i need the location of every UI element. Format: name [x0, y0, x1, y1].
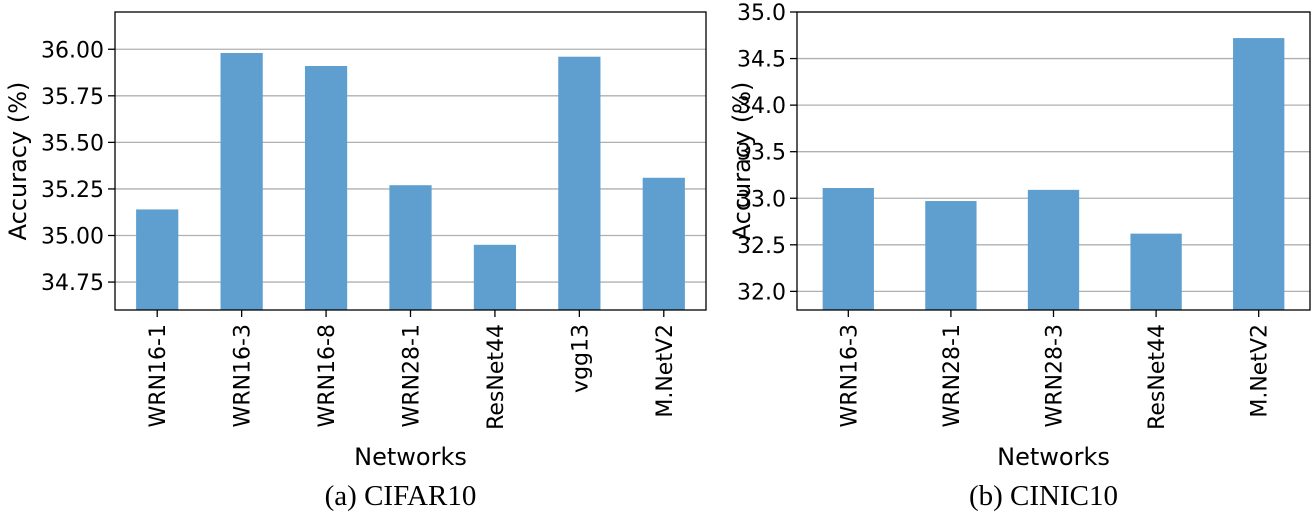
x-tick-label: vgg13 [568, 324, 593, 393]
chart-caption: (a) CIFAR10 [325, 480, 477, 512]
y-tick-label: 33.0 [737, 187, 786, 212]
plot-frame [796, 11, 1311, 311]
x-axis-label: Networks [997, 443, 1110, 471]
bar-m-netv2 [1233, 38, 1285, 310]
y-tick-label: 35.50 [41, 131, 104, 156]
y-axis-label: Accuracy (%) [728, 82, 756, 241]
chart-cifar10: 34.75 35.00 35.25 35.50 35.75 36.00 WRN16-1 WRN… [4, 11, 707, 512]
y-tick-label: 35.0 [737, 1, 786, 26]
x-tick-label: WRN28-3 [1043, 324, 1068, 427]
y-tick-label: 36.00 [41, 38, 104, 63]
y-tick-label: 35.00 [41, 225, 104, 250]
bar-wrn16-3 [220, 52, 263, 310]
bar-resnet44 [1130, 233, 1182, 310]
x-tick-label: WRN28-1 [400, 324, 425, 427]
bar-wrn16-8 [304, 66, 348, 310]
bar-wrn28-1 [925, 201, 977, 310]
x-tick-label: WRN16-3 [231, 324, 256, 427]
bar-wrn28-3 [1027, 189, 1080, 310]
y-tick-label: 35.75 [41, 85, 104, 110]
x-tick-label: WRN16-8 [315, 324, 340, 427]
bar-wrn16-1 [136, 209, 179, 310]
y-tick-label: 32.5 [737, 234, 786, 259]
plot-frame [114, 11, 707, 311]
x-axis-label: Networks [354, 443, 467, 471]
chart-caption: (b) CINIC10 [969, 480, 1118, 512]
y-tick-label: 34.0 [737, 94, 786, 119]
y-tick-label: 33.5 [737, 141, 786, 166]
chart-cinic10: 32.0 32.5 33.0 33.5 34.0 34.5 35.0 WRN16-3 WRN28… [728, 1, 1311, 512]
x-tick-label: ResNet44 [1145, 324, 1170, 430]
y-tick-label: 34.75 [41, 271, 104, 296]
x-tick-label: WRN28-1 [940, 324, 965, 427]
y-axis-label: Accuracy (%) [4, 82, 32, 241]
bar-resnet44 [473, 244, 517, 310]
x-tick-label: WRN16-1 [146, 324, 171, 427]
y-tick-label: 34.5 [737, 48, 786, 73]
bar-wrn16-3 [822, 188, 874, 310]
y-tick-label: 35.25 [41, 178, 104, 203]
y-tick-label: 32.0 [737, 280, 786, 305]
x-tick-label: WRN16-3 [837, 324, 862, 427]
x-tick-label: M.NetV2 [653, 324, 678, 418]
bar-wrn28-1 [389, 185, 432, 310]
bar-m-netv2 [642, 177, 685, 310]
x-tick-label: M.NetV2 [1248, 324, 1273, 418]
x-tick-label: ResNet44 [484, 324, 509, 430]
bar-vgg13 [558, 56, 601, 311]
